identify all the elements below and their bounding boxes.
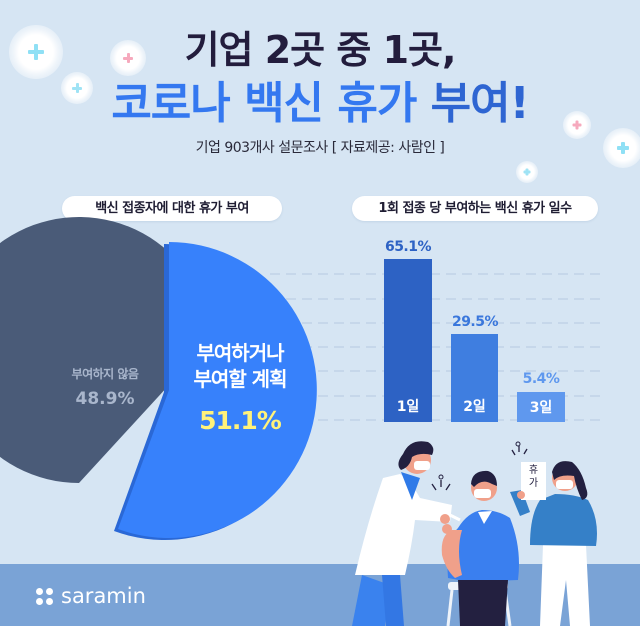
bar-value-3: 5.4% — [522, 371, 560, 387]
pie-chart-title: 백신 접종자에 대한 휴가 부여 — [62, 196, 282, 221]
plus-icon — [123, 53, 133, 63]
plus-icon — [28, 44, 44, 60]
decor-cross-glow — [516, 161, 538, 183]
saramin-logo: saramin — [36, 584, 146, 608]
plus-icon — [523, 168, 531, 176]
pie-slice-granted — [118, 242, 317, 538]
pie-label-granted-line1: 부여하거나 — [196, 341, 285, 365]
headline-blue-text: 코로나 백신 휴가 — [111, 78, 431, 129]
pie-label-granted: 부여하거나 부여할 계획 51.1% — [170, 340, 310, 436]
bar-chart-title: 1회 접종 당 부여하는 백신 휴가 일수 — [352, 196, 598, 221]
decor-cross-glow — [61, 72, 93, 104]
pie-label-not-granted-text: 부여하지 않음 — [71, 367, 139, 381]
bar-label-3: 3일 — [529, 400, 553, 416]
bar-2-days: 2일 — [451, 334, 498, 422]
bar-label-2: 2일 — [463, 399, 486, 415]
pie-label-not-granted: 부여하지 않음 48.9% — [40, 366, 170, 412]
plus-icon — [72, 83, 82, 93]
sign-text: 휴 가 — [523, 464, 544, 490]
headline-emphasis-text: 부여! — [430, 78, 530, 129]
pie-label-granted-line2: 부여할 계획 — [193, 367, 288, 391]
decor-cross-glow — [9, 25, 63, 79]
pie-value-not-granted: 48.9% — [75, 389, 135, 409]
bar-label-1: 1일 — [396, 399, 420, 415]
sign-text-line2: 가 — [528, 478, 539, 489]
decor-cross-glow — [110, 40, 146, 76]
bar-1-day: 1일 — [384, 259, 432, 422]
saramin-logo-text: saramin — [61, 584, 146, 608]
footer-band — [0, 564, 640, 626]
sign-text-line1: 휴 — [528, 465, 539, 476]
headline-line-2: 코로나 백신 휴가 부여! — [0, 78, 640, 130]
headline-line-1: 기업 2곳 중 1곳, — [184, 28, 457, 72]
bar-3-days: 3일 — [517, 392, 565, 422]
pie-value-granted: 51.1% — [199, 406, 282, 435]
bar-value-2: 29.5% — [451, 314, 499, 330]
decor-cross-glow — [603, 128, 640, 168]
survey-subtitle: 기업 903개사 설문조사 [ 자료제공: 사람인 ] — [195, 140, 445, 156]
decor-cross-glow — [563, 111, 591, 139]
saramin-logo-icon — [36, 587, 53, 605]
bar-value-1: 65.1% — [384, 239, 432, 255]
pie-slice-not-granted — [0, 217, 169, 483]
plus-icon — [572, 120, 582, 130]
plus-icon — [617, 142, 629, 154]
